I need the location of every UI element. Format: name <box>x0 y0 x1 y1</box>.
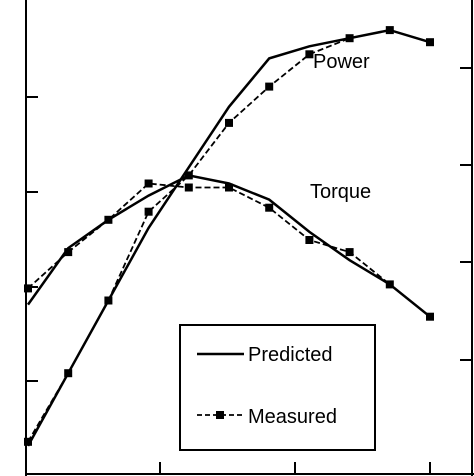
legend-measured-label: Measured <box>248 406 337 428</box>
torque-measured-point <box>265 203 274 212</box>
torque-measured-point <box>144 179 153 188</box>
power-measured-point <box>225 118 233 127</box>
legend: Predicted Measured <box>179 324 376 451</box>
power-measured-point <box>305 50 314 59</box>
torque-measured-point <box>24 284 32 293</box>
torque-measured-point <box>385 280 394 289</box>
power-measured-point <box>24 437 32 446</box>
torque-measured-point <box>64 248 73 257</box>
series-layer <box>24 26 434 447</box>
power-measured-point <box>104 296 113 305</box>
torque-measured-point <box>225 183 233 192</box>
power-measured-point <box>144 207 153 216</box>
power-measured-point <box>426 38 434 47</box>
legend-box <box>179 324 376 451</box>
power-measured-point <box>265 82 274 91</box>
torque-measured-point <box>345 248 354 257</box>
power-measured-point <box>64 369 73 378</box>
power-measured-point <box>345 34 354 43</box>
legend-predicted-label: Predicted <box>248 344 333 366</box>
torque-measured-point <box>184 183 193 192</box>
axis-ticks <box>26 67 472 474</box>
torque-measured-point <box>426 312 434 321</box>
torque-measured-point <box>104 215 113 224</box>
annotation-torque: Torque <box>310 181 371 203</box>
legend-measured-marker <box>216 411 224 419</box>
torque-measured-point <box>305 236 314 244</box>
power-measured-point <box>385 26 394 35</box>
power-measured-point <box>184 171 193 180</box>
torque-measured-line <box>27 182 431 318</box>
annotation-power: Power <box>313 51 370 73</box>
